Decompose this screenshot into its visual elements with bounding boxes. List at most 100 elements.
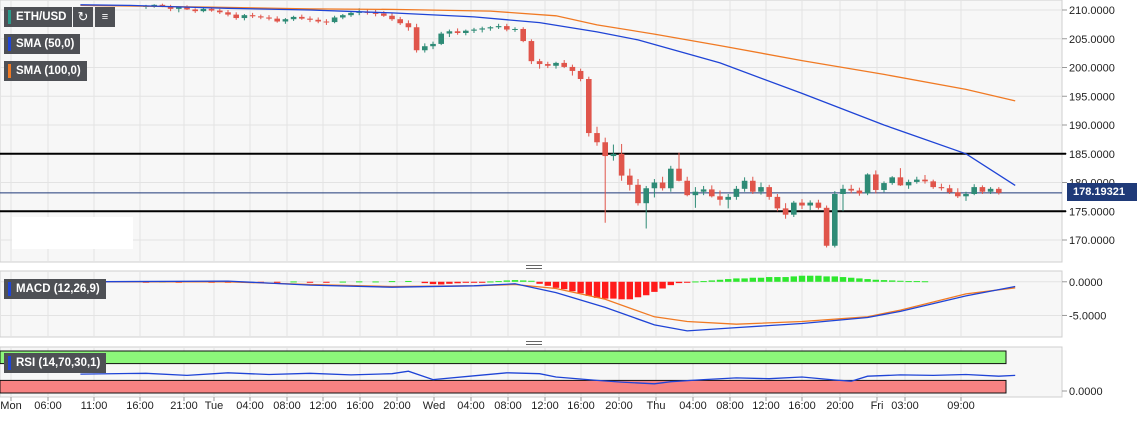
macd-legend[interactable]: MACD (12,26,9) [4,279,106,299]
time-tick-label: 12:00 [309,400,337,412]
macd-histogram-bar [716,279,724,282]
macd-histogram-bar [823,276,830,282]
candle-body [233,14,239,19]
candle-body [586,79,592,134]
candle-body [873,174,879,190]
macd-resize-handle[interactable] [526,265,542,269]
macd-histogram-bar [438,281,445,285]
macd-histogram-bar [692,281,699,283]
macd-histogram-bar [561,281,568,290]
candle-body [979,187,986,192]
macd-histogram-bar [782,277,789,282]
candle-body [454,31,461,33]
price-y-tick-label: 200.0000 [1069,63,1115,75]
candle-body [397,19,403,24]
candle-body [799,202,805,206]
candle-body [217,10,223,13]
time-tick-label: 21:00 [170,400,198,412]
time-tick-label: 08:00 [494,400,522,412]
candle-body [627,175,633,185]
price-y-tick-label: 185.0000 [1069,149,1115,161]
candle-body [282,19,289,22]
candle-body [750,180,756,192]
candle-body [996,188,1002,193]
candle-body [840,188,846,194]
refresh-button[interactable]: ↻ [73,7,93,27]
macd-histogram-bar [839,277,847,282]
candle-body [520,28,526,42]
candle-body [192,9,198,12]
rsi-oversold-band [0,379,1007,394]
candle-body [266,17,272,19]
price-y-tick-label: 170.0000 [1069,235,1115,247]
candle-body [577,70,584,79]
sma100-legend[interactable]: SMA (100,0) [4,61,87,81]
macd-histogram-bar [807,275,814,282]
rsi-resize-handle[interactable] [526,341,542,345]
time-tick-label: Thu [647,400,666,412]
sma100-line [80,4,1016,102]
candle-body [889,177,895,184]
sma100-color-bar [8,64,11,78]
candle-body [389,15,395,20]
time-tick-label: 04:00 [457,400,485,412]
candle-body [430,43,436,47]
price-y-tick-label: 175.0000 [1069,206,1115,218]
macd-histogram-bar [454,281,461,284]
candle-body [692,191,699,196]
candle-body [971,187,977,194]
time-tick-label: 16:00 [346,400,374,412]
macd-histogram-bar [618,281,625,300]
candle-body [504,26,510,30]
candle-body [930,181,936,188]
candle-body [290,16,297,20]
sma50-color-bar [8,37,11,51]
symbol-legend[interactable]: ETH/USD [4,7,73,27]
time-tick-label: 16:00 [567,400,595,412]
candle-body [372,12,379,14]
macd-histogram-bar [323,281,330,283]
candle-body [782,208,789,215]
macd-histogram-bar [421,281,428,284]
candle-body [856,190,863,194]
candle-body [635,184,641,204]
candle-body [659,182,666,189]
candle-body [963,194,969,197]
macd-histogram-bar [651,281,658,292]
candle-body [561,62,567,67]
bar-chart-icon: ≡ [101,11,109,23]
macd-histogram-bar [848,277,855,282]
candle-body [914,179,920,182]
candle-body [405,23,412,28]
candle-body [807,202,813,206]
time-tick-label: 08:00 [716,400,744,412]
macd-histogram-bar [889,280,896,282]
macd-histogram-bar [905,281,912,283]
macd-histogram-bar [388,281,396,283]
macd-histogram-bar [593,281,601,298]
time-tick-label: 11:00 [81,400,108,412]
candle-body [184,7,190,10]
candle-body [241,15,248,19]
macd-histogram-bar [921,281,929,283]
candle-body [676,168,682,181]
macd-histogram-bar [659,281,666,289]
chart-type-button[interactable]: ≡ [95,7,115,27]
macd-histogram-bar [462,281,469,283]
candle-body [159,4,166,7]
time-tick-label: 12:00 [752,400,780,412]
macd-histogram-bar [487,281,494,283]
symbol-label: ETH/USD [16,11,67,23]
candle-body [717,196,723,200]
sma100-label: SMA (100,0) [16,65,81,77]
rsi-legend[interactable]: RSI (14,70,30,1) [4,353,107,373]
macd-histogram-bar [749,277,756,282]
sma50-legend[interactable]: SMA (50,0) [4,34,81,54]
macd-histogram-bar [290,281,297,283]
time-tick-label: Fri [871,400,884,412]
macd-histogram-bar [774,277,781,282]
rsi-overbought-band [0,350,1007,365]
macd-histogram-bar [610,281,617,299]
